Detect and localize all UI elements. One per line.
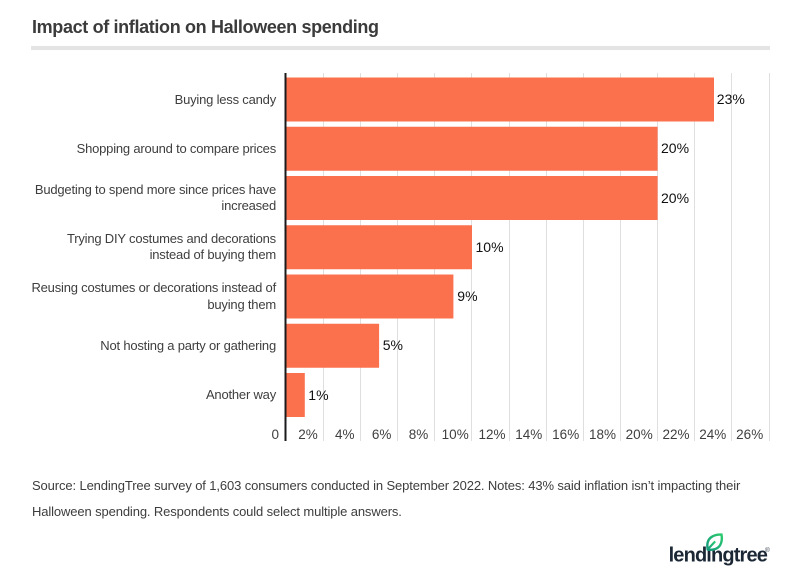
svg-text:®: ® (765, 546, 770, 554)
svg-text:lendingtree: lendingtree (669, 545, 768, 567)
